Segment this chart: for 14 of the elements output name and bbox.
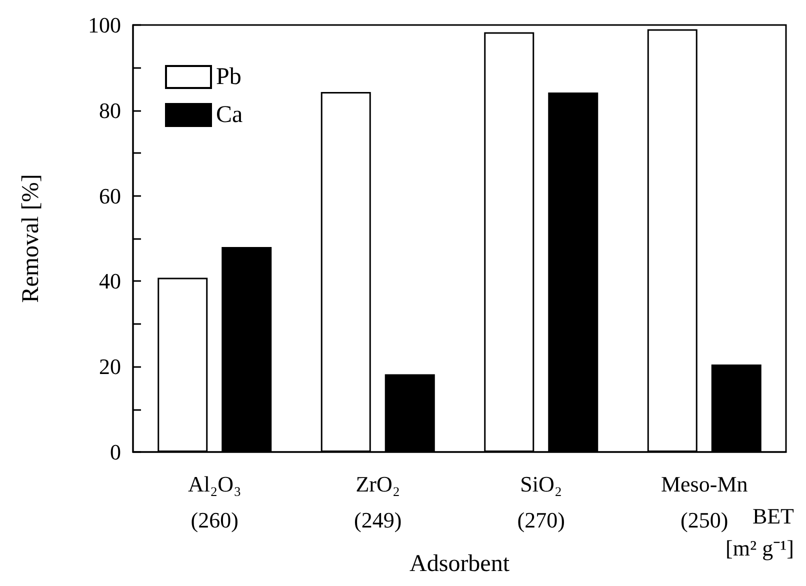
x-tick-label: Meso-Mn (250) [660, 472, 748, 532]
legend-label: Pb [216, 64, 242, 90]
y-tick-label: 100 [88, 12, 121, 38]
x-tick-label: SiO₂ (270) [517, 472, 565, 532]
y-tick-label: 40 [99, 268, 121, 294]
x-axis-title: Adsorbent [410, 551, 510, 577]
y-tick-label: 20 [99, 354, 121, 380]
y-tick-label: 0 [110, 440, 121, 464]
legend-label: Ca [216, 102, 244, 128]
y-axis-title: Removal [%] [18, 174, 44, 303]
x-tick-label: Al₂O₃ (260) [188, 472, 242, 532]
x-tick-label: ZrO₂ (249) [354, 472, 402, 532]
y-tick-label: 60 [99, 183, 121, 208]
y-tick-label: 80 [99, 98, 121, 123]
